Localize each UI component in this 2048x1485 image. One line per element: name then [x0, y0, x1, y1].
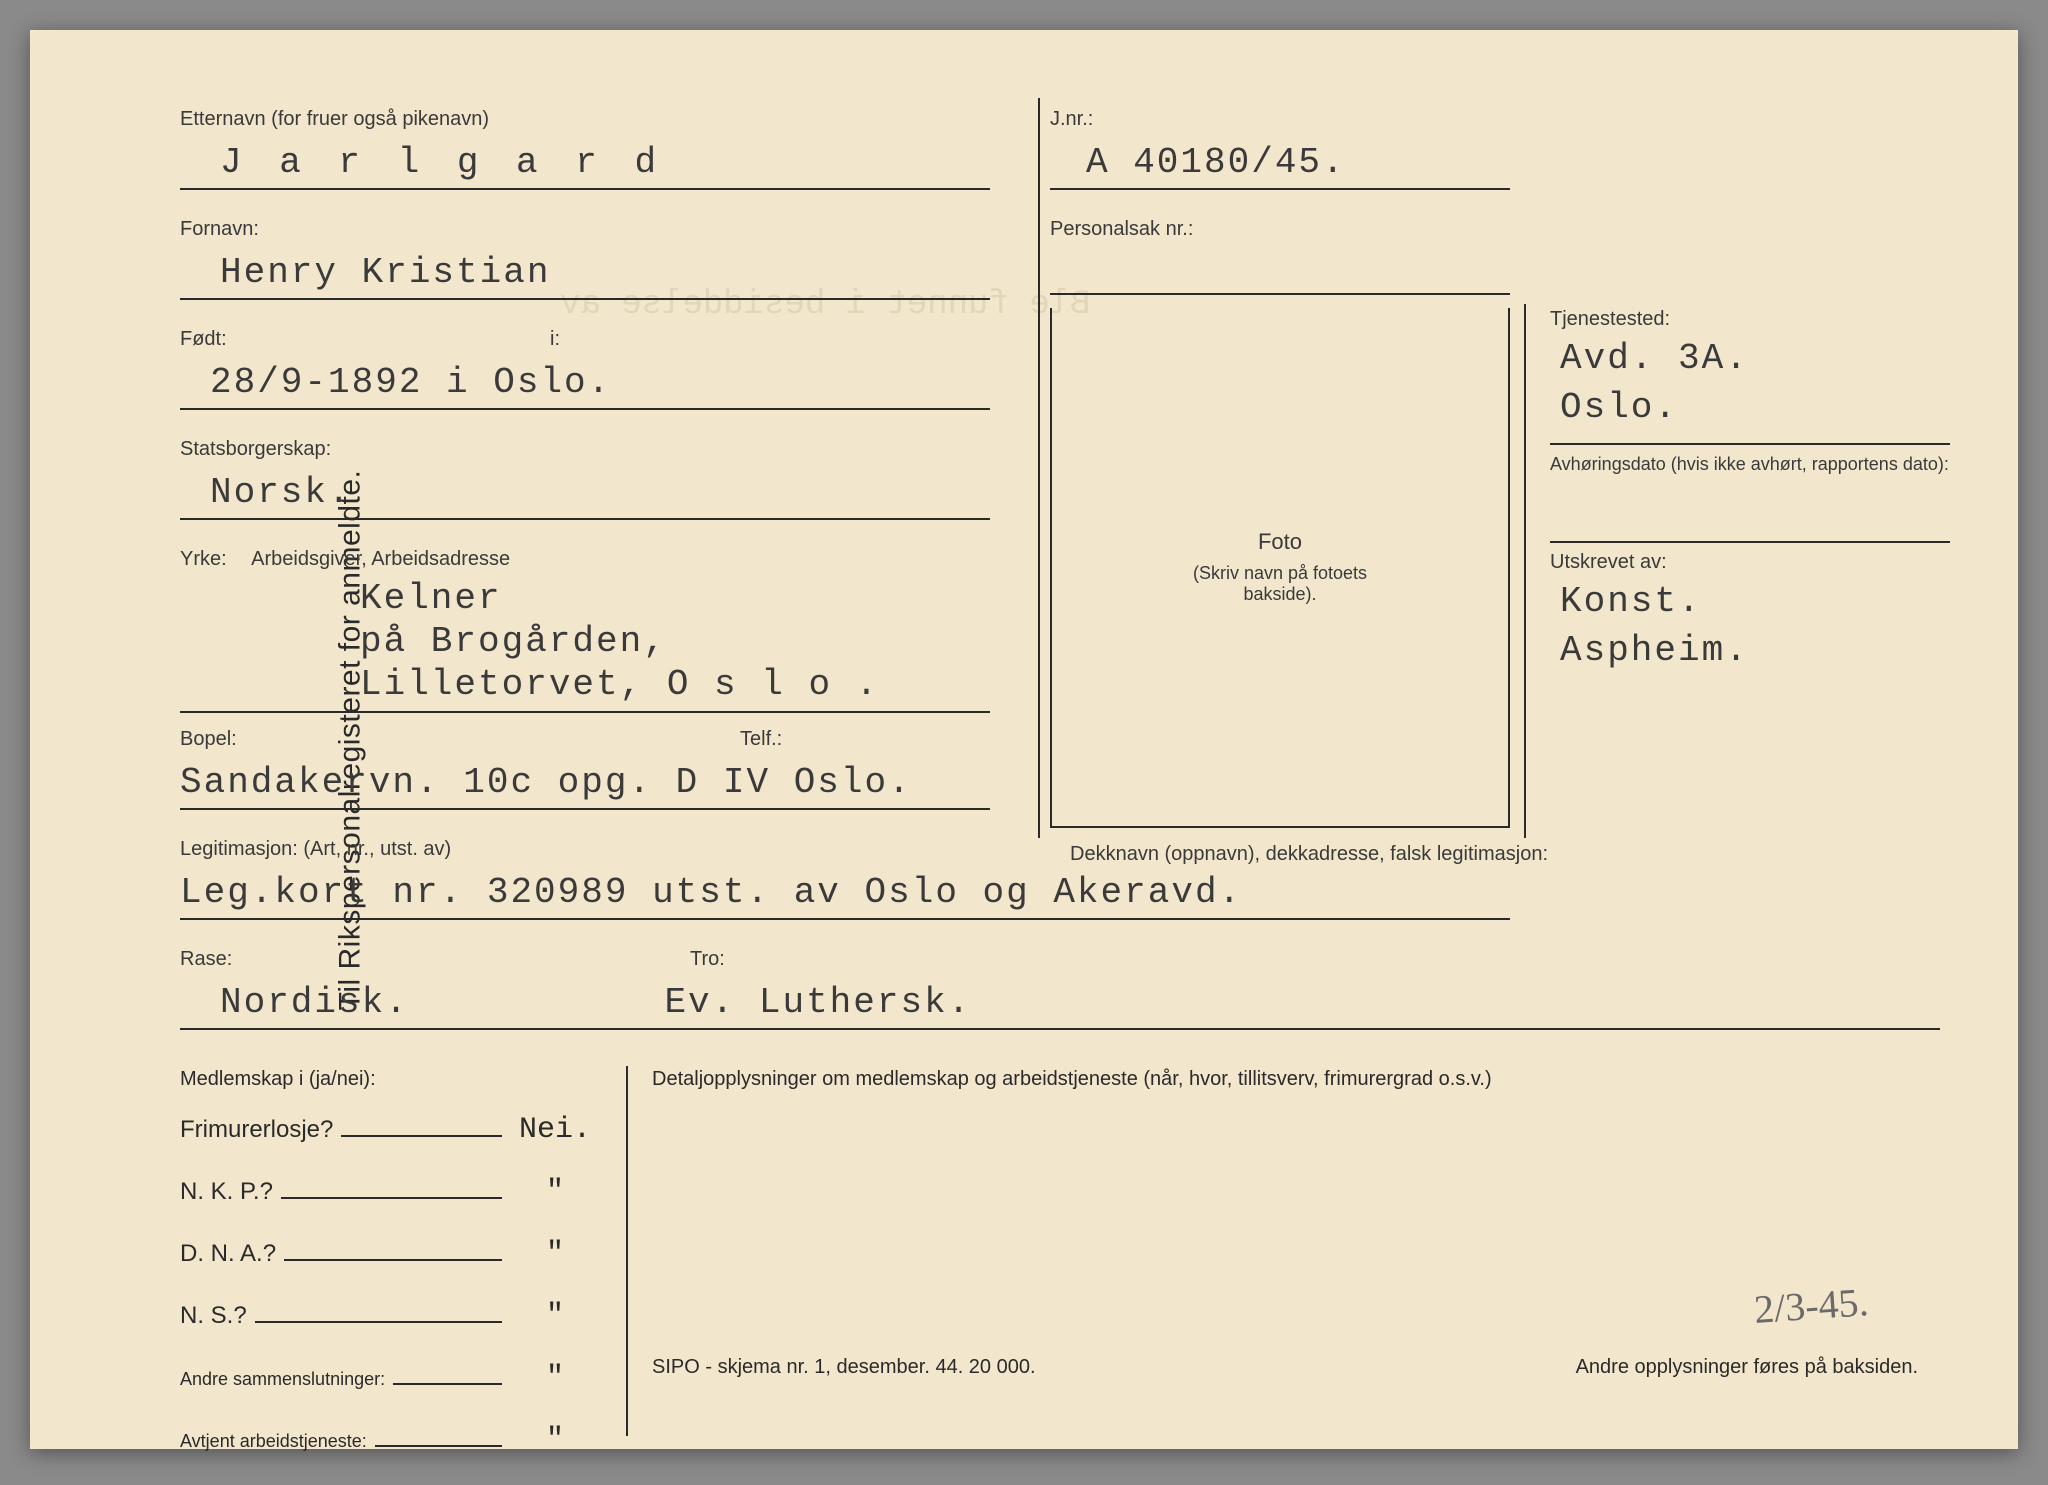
membership-line	[341, 1115, 502, 1137]
membership-value: "	[510, 1175, 600, 1209]
membership-row-small: Avtjent arbeidstjeneste: "	[180, 1423, 600, 1457]
field-citizenship: Statsborgerskap: Norsk.	[180, 438, 990, 520]
vertical-divider-1	[1038, 98, 1040, 838]
label-born-in: i:	[550, 328, 560, 351]
field-personalsak: Personalsak nr.:	[1050, 218, 1510, 295]
label-dekknavn: Dekknavn (oppnavn), dekkadresse, falsk l…	[1070, 843, 1548, 866]
membership-value: "	[510, 1299, 600, 1333]
field-born: Født: i: 28/9-1892 i Oslo.	[180, 328, 990, 410]
value-tjenestested-1: Avd. 3A.	[1550, 331, 1950, 380]
membership-row: N. K. P.? "	[180, 1175, 600, 1209]
registration-card: Til Rikspersonalregisteret for anmeldte.…	[30, 30, 2018, 1449]
value-firstname: Henry Kristian	[180, 241, 990, 300]
label-membership: Medlemskap i (ja/nei):	[180, 1068, 600, 1091]
value-utskrevet-2: Aspheim.	[1550, 623, 1950, 672]
value-surname: J a r l g a r d	[180, 131, 990, 190]
field-firstname: Fornavn: Henry Kristian	[180, 218, 990, 300]
membership-divider	[626, 1066, 628, 1436]
field-address: Bopel: Telf.: Sandakervn. 10c opg. D IV …	[180, 728, 990, 810]
membership-value: Nei.	[510, 1113, 600, 1147]
value-tjenestested-2: Oslo.	[1550, 380, 1950, 429]
membership-value: "	[510, 1423, 600, 1457]
membership-section: Medlemskap i (ja/nei): Frimurerlosje? Nei…	[180, 1068, 600, 1485]
membership-label: N. K. P.?	[180, 1178, 273, 1206]
label-occupation: Yrke:	[180, 548, 227, 570]
handwritten-date: 2/3-45.	[1752, 1278, 1869, 1333]
value-occupation-2: på Brogården,	[360, 620, 990, 663]
value-born: 28/9-1892 i Oslo.	[180, 351, 990, 410]
label-citizenship: Statsborgerskap:	[180, 438, 990, 461]
membership-line	[284, 1239, 502, 1261]
label-race: Rase:	[180, 948, 232, 970]
label-surname: Etternavn (for fruer også pikenavn)	[180, 108, 990, 131]
label-photo: Foto	[1166, 529, 1394, 555]
value-occupation-1: Kelner	[360, 577, 990, 620]
membership-line	[375, 1425, 502, 1447]
right-column: Tjenestested: Avd. 3A. Oslo. Avhøringsda…	[1550, 308, 1950, 694]
value-address: Sandakervn. 10c opg. D IV Oslo.	[180, 751, 990, 810]
membership-label: Frimurerlosje?	[180, 1116, 333, 1144]
value-religion: Ev. Luthersk.	[664, 971, 971, 1028]
footer-note: Andre opplysninger føres på baksiden.	[1576, 1356, 1918, 1379]
label-avhor: Avhøringsdato (hvis ikke avhørt, rapport…	[1550, 453, 1950, 476]
form-area: Etternavn (for fruer også pikenavn) J a …	[180, 108, 1928, 1379]
label-details: Detaljopplysninger om medlemskap og arbe…	[652, 1068, 1912, 1091]
membership-row: N. S.? "	[180, 1299, 600, 1333]
membership-value: "	[510, 1237, 600, 1271]
value-race: Nordisk.	[180, 971, 660, 1028]
label-religion: Tro:	[690, 948, 725, 971]
label-employer: Arbeidsgiver, Arbeidsadresse	[251, 548, 510, 570]
photo-box: Foto (Skriv navn på fotoets bakside).	[1050, 308, 1510, 828]
label-photo-sub: (Skriv navn på fotoets bakside).	[1166, 563, 1394, 605]
label-utskrevet: Utskrevet av:	[1550, 551, 1950, 574]
membership-label: Avtjent arbeidstjeneste:	[180, 1431, 367, 1452]
label-phone: Telf.:	[740, 728, 782, 751]
field-avhor: Avhøringsdato (hvis ikke avhørt, rapport…	[1550, 453, 1950, 542]
value-occupation-3: Lilletorvet, O s l o .	[360, 663, 990, 706]
membership-line	[281, 1177, 502, 1199]
field-utskrevet: Utskrevet av: Konst. Aspheim.	[1550, 551, 1950, 686]
membership-value: "	[510, 1361, 600, 1395]
membership-label: D. N. A.?	[180, 1240, 276, 1268]
membership-line	[255, 1301, 502, 1323]
vertical-divider-2	[1524, 304, 1526, 838]
membership-row: Frimurerlosje? Nei.	[180, 1113, 600, 1147]
label-firstname: Fornavn:	[180, 218, 990, 241]
value-jnr: A 40180/45.	[1050, 131, 1510, 190]
label-tjenestested: Tjenestested:	[1550, 308, 1950, 331]
value-id: Leg.kort nr. 320989 utst. av Oslo og Ake…	[180, 861, 1510, 920]
membership-label: N. S.?	[180, 1302, 247, 1330]
label-address: Bopel:	[180, 728, 237, 750]
field-jnr: J.nr.: A 40180/45.	[1050, 108, 1510, 190]
label-born: Født:	[180, 328, 227, 351]
footer-form-id: SIPO - skjema nr. 1, desember. 44. 20 00…	[652, 1356, 1036, 1379]
membership-row-small: Andre sammenslutninger: "	[180, 1361, 600, 1395]
value-utskrevet-1: Konst.	[1550, 574, 1950, 623]
field-occupation: Yrke: Arbeidsgiver, Arbeidsadresse Kelne…	[180, 548, 990, 713]
field-race-religion: Rase: Tro: Nordisk. Ev. Luthersk.	[180, 948, 1940, 1030]
membership-label: Andre sammenslutninger:	[180, 1369, 385, 1390]
field-tjenestested: Tjenestested: Avd. 3A. Oslo.	[1550, 308, 1950, 445]
field-surname: Etternavn (for fruer også pikenavn) J a …	[180, 108, 990, 190]
membership-row: D. N. A.? "	[180, 1237, 600, 1271]
value-citizenship: Norsk.	[180, 461, 990, 520]
label-personalsak: Personalsak nr.:	[1050, 218, 1510, 241]
label-jnr: J.nr.:	[1050, 108, 1510, 131]
membership-line	[393, 1363, 502, 1385]
